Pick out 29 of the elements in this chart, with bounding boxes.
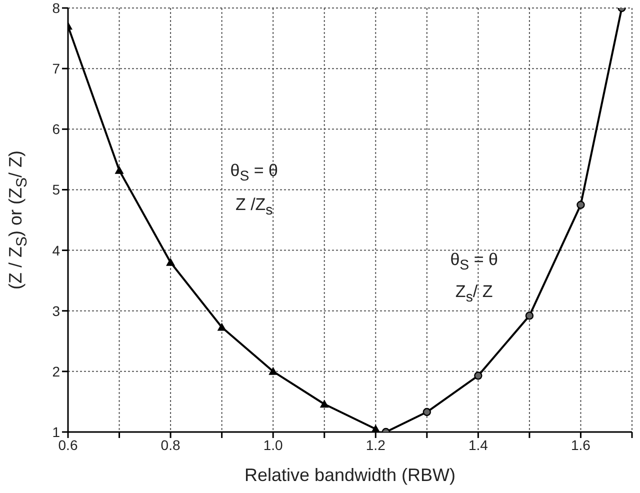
y-tick-label: 3 <box>52 302 60 319</box>
point <box>474 372 482 380</box>
y-tick-label: 5 <box>52 182 60 198</box>
y-tick-label: 8 <box>52 0 60 16</box>
annotation: θ$_{S}$ = θ <box>450 250 498 274</box>
annotation: θ$_{S}$ = θ <box>230 162 278 185</box>
point <box>320 400 329 408</box>
point <box>268 366 278 375</box>
point <box>371 424 380 432</box>
y-tick-label: 6 <box>52 121 60 138</box>
point <box>422 408 432 416</box>
annotation: Z /Z$_{s}$ <box>235 195 273 219</box>
x-tick-label: 0.6 <box>58 436 78 453</box>
y-tick-label: 2 <box>52 363 60 380</box>
x-axis-title: Relative bandwidth (RBW) <box>243 465 457 486</box>
x-tick-label: 1.6 <box>570 436 591 453</box>
y-tick-label: 1 <box>52 424 60 440</box>
x-tick-label: 0.8 <box>160 436 180 453</box>
point <box>525 312 534 320</box>
point <box>114 166 124 174</box>
y-tick-label: 4 <box>52 242 60 258</box>
x-tick-label: 1.2 <box>366 436 386 453</box>
y-tick-label: 7 <box>52 60 60 77</box>
annotation: Z$_{s}$/ Z <box>455 282 493 306</box>
point <box>576 200 585 209</box>
point <box>217 322 226 331</box>
point <box>166 258 176 266</box>
text: 1.0 <box>263 436 283 453</box>
x-tick-label: 1.4 <box>468 436 488 453</box>
